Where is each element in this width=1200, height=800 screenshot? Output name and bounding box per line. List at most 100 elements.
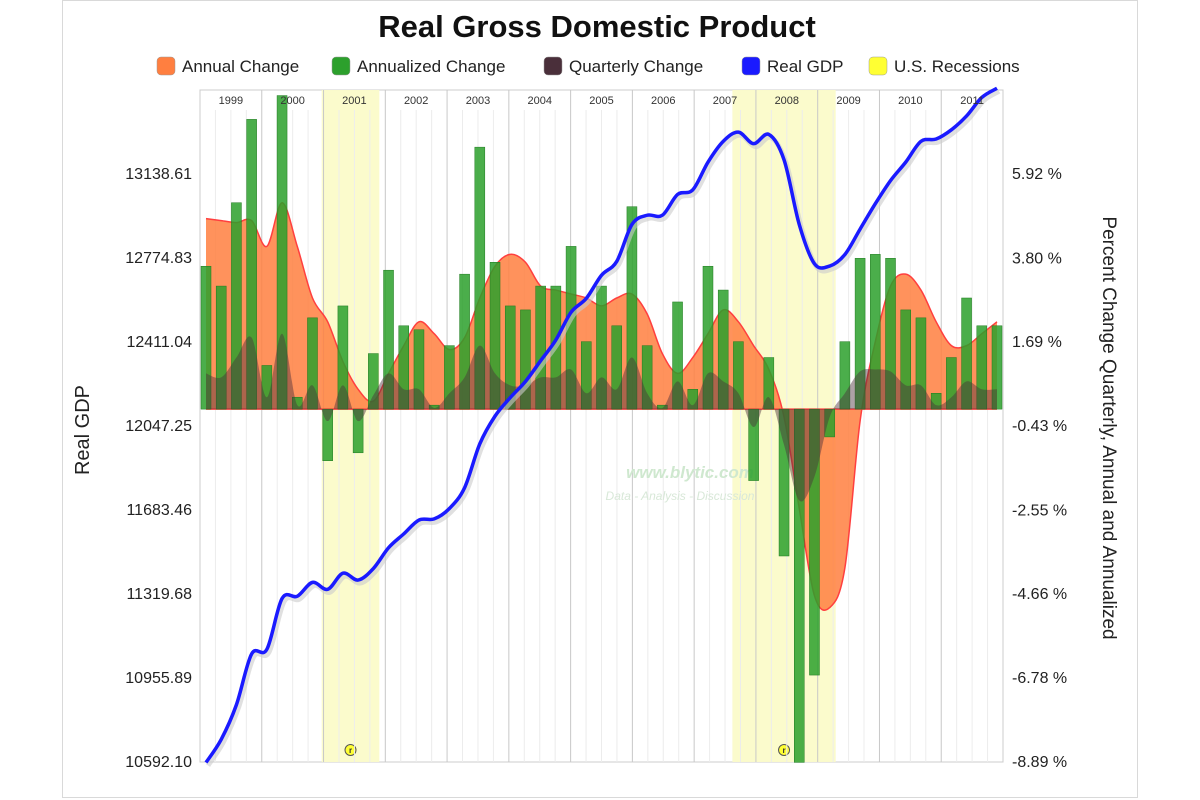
year-label: 2004 <box>527 95 551 107</box>
legend-swatch <box>543 56 563 76</box>
annualized-change-bar <box>854 258 866 410</box>
left-tick-label: 12047.25 <box>125 418 192 435</box>
axes: 1999 2000 2001 2002 2003 2004 2005 2006 2007 2008… <box>125 95 1067 771</box>
annualized-change-bar <box>459 273 470 410</box>
annualized-change-bars <box>200 95 1003 763</box>
annualized-change-bar <box>596 285 607 410</box>
annualized-change-bar <box>900 309 911 410</box>
year-label: 2011 <box>960 95 984 107</box>
annualized-change-bar <box>839 341 851 410</box>
annualized-change-bar <box>794 408 805 763</box>
annualized-change-bar <box>474 146 486 410</box>
year-label: 1999 <box>219 95 243 107</box>
left-tick-label: 10955.89 <box>125 670 192 687</box>
year-label: 2008 <box>775 95 799 107</box>
annualized-change-bar <box>535 285 546 410</box>
annualized-change-bar <box>322 408 333 461</box>
annualized-change-bar <box>657 404 668 410</box>
legend-swatch <box>868 56 888 76</box>
year-label: 2006 <box>651 95 675 107</box>
real-gdp-line-path <box>204 86 998 764</box>
annualized-change-bar <box>428 404 440 410</box>
watermark-line-2: Data - Analysis - Discussion <box>606 489 755 503</box>
left-tick-label: 13138.61 <box>125 166 192 183</box>
annualized-change-bar <box>763 357 775 410</box>
recession-marker-label: r <box>782 746 785 755</box>
annualized-change-bar <box>231 202 242 410</box>
annualized-change-bar <box>292 396 303 410</box>
legend-label: U.S. Recessions <box>894 57 1020 76</box>
left-tick-label: 11319.68 <box>126 586 192 603</box>
annualized-change-bar <box>352 408 364 454</box>
year-label: 2000 <box>280 95 304 107</box>
annualized-change-bar <box>337 305 349 410</box>
annualized-change-bar <box>961 297 972 410</box>
quarterly-change-area <box>206 333 997 502</box>
legend-item-quarterly-change[interactable]: Quarterly Change <box>543 56 703 76</box>
left-tick-label: 10592.10 <box>125 754 192 771</box>
annualized-change-bar <box>581 341 592 410</box>
annualized-change-bar <box>717 289 729 410</box>
annualized-change-bar <box>368 353 379 410</box>
annualized-change-bar <box>915 317 927 410</box>
quarterly-change-fill <box>206 333 997 502</box>
annualized-change-bar <box>809 408 820 676</box>
annualized-change-bar <box>824 408 835 438</box>
annualized-change-bar <box>733 341 744 410</box>
legend-swatch <box>741 56 761 76</box>
annualized-change-bar <box>976 325 988 410</box>
annualized-change-bar <box>702 265 714 410</box>
annualized-change-bar <box>611 325 622 410</box>
year-label: 2003 <box>466 95 490 107</box>
annualized-change-bar <box>276 95 288 410</box>
right-tick-label: 3.80 % <box>1012 250 1062 267</box>
annualized-change-bar <box>778 408 790 557</box>
legend-label: Annual Change <box>182 57 299 76</box>
year-label: 2002 <box>404 95 428 107</box>
recession-marker-label: r <box>349 746 352 755</box>
annualized-change-bar <box>246 119 257 410</box>
real-gdp-line-shadow <box>205 89 1001 767</box>
annualized-change-bar <box>885 258 896 410</box>
annualized-change-bar <box>261 365 273 410</box>
right-tick-label: -4.66 % <box>1012 586 1067 603</box>
annualized-change-bar <box>444 345 455 410</box>
annualized-change-bar <box>641 345 653 410</box>
right-tick-label: -6.78 % <box>1012 670 1067 687</box>
annualized-change-bar <box>504 305 516 410</box>
legend-label: Annualized Change <box>357 57 505 76</box>
legend-label: Real GDP <box>767 57 844 76</box>
annualized-change-bar <box>307 317 318 410</box>
year-label: 2010 <box>898 95 922 107</box>
legend-item-annualized-change[interactable]: Annualized Change <box>331 56 505 76</box>
recession-marker <box>344 744 357 756</box>
annualized-change-bar <box>991 325 1003 410</box>
annualized-change-bar <box>489 262 501 410</box>
right-tick-label: 1.69 % <box>1012 334 1062 351</box>
annualized-change-bar <box>200 265 212 410</box>
left-tick-label: 12411.04 <box>126 334 192 351</box>
real-gdp-line <box>204 86 1001 767</box>
chart-title: Real Gross Domestic Product <box>378 9 816 44</box>
left-tick-label: 12774.83 <box>125 250 192 267</box>
legend-item-u-s-recessions[interactable]: U.S. Recessions <box>868 56 1020 76</box>
right-tick-label: -0.43 % <box>1012 418 1067 435</box>
annualized-change-bar <box>626 206 638 410</box>
annualized-change-bar <box>672 301 683 410</box>
legend-swatch <box>156 56 176 76</box>
annualized-change-bar <box>748 408 759 481</box>
year-label: 2005 <box>589 95 613 107</box>
annualized-change-bar <box>383 269 394 410</box>
right-axis-title: Percent Change Quarterly, Annual and Ann… <box>1098 216 1119 639</box>
annualized-change-bar <box>930 393 942 410</box>
year-label: 2001 <box>342 95 366 107</box>
legend: Annual Change Annualized Change Quarterly … <box>156 56 1020 76</box>
annualized-change-bar <box>946 357 957 410</box>
right-tick-label: -8.89 % <box>1012 754 1067 771</box>
year-label: 2007 <box>713 95 737 107</box>
legend-item-real-gdp[interactable]: Real GDP <box>741 56 844 76</box>
annualized-change-bar <box>398 325 409 410</box>
annualized-change-bar <box>870 254 881 410</box>
annualized-change-bar <box>520 309 531 410</box>
legend-item-annual-change[interactable]: Annual Change <box>156 56 299 76</box>
